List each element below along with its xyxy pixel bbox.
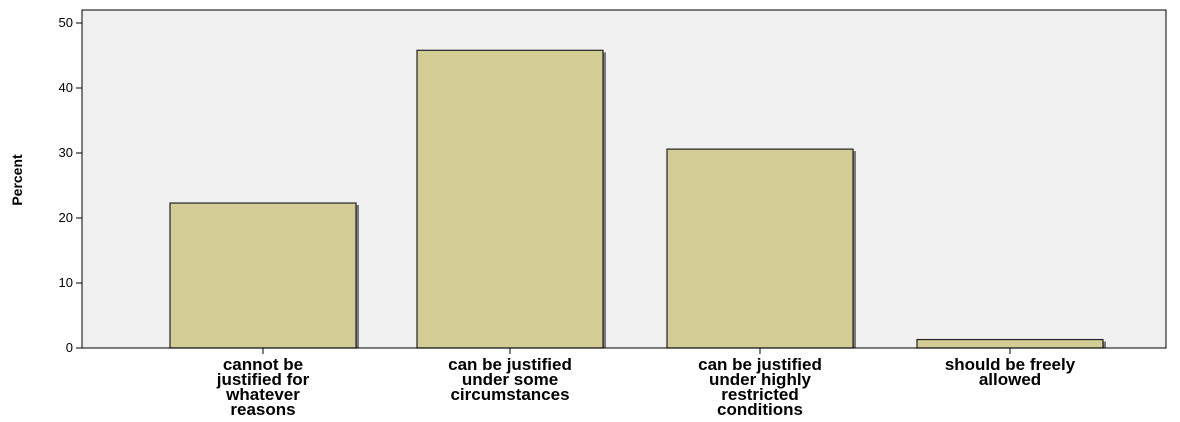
x-tick-label-line: can be justified — [698, 355, 822, 374]
y-tick-label: 20 — [59, 210, 73, 225]
bars — [169, 49, 1106, 349]
x-tick-label-line: should be freely — [945, 355, 1076, 374]
x-tick-label-line: justified for — [216, 370, 310, 389]
x-tick-label-line: restricted — [721, 385, 798, 404]
x-tick-label-line: conditions — [717, 400, 803, 419]
y-axis-title: Percent — [9, 154, 25, 206]
y-tick-label: 0 — [66, 340, 73, 355]
x-tick-label-line: allowed — [979, 370, 1041, 389]
bar — [916, 338, 1104, 349]
y-tick-label: 10 — [59, 275, 73, 290]
x-tick-label-line: whatever — [225, 385, 300, 404]
x-tick-label-line: reasons — [230, 400, 295, 419]
x-tick-label-line: circumstances — [450, 385, 569, 404]
y-tick-label: 30 — [59, 145, 73, 160]
x-tick-label-line: under highly — [709, 370, 812, 389]
x-tick-label-line: can be justified — [448, 355, 572, 374]
y-axis: 0 10 20 30 40 50 — [59, 10, 83, 355]
y-tick-label: 50 — [59, 15, 73, 30]
x-tick-label-line: under some — [462, 370, 558, 389]
x-axis: cannot be justified for whatever reasonscan… — [82, 347, 1166, 419]
x-tick-label: can be justified under highly restricted co… — [698, 355, 822, 419]
bar — [666, 148, 854, 349]
x-tick-label: should be freely allowed — [945, 355, 1076, 389]
x-tick-label-line: cannot be — [223, 355, 303, 374]
x-tick-label: can be justified under some circumstances — [448, 355, 572, 404]
y-tick-label: 40 — [59, 80, 73, 95]
bar — [169, 202, 357, 349]
x-tick-label: cannot be justified for whatever reasons — [216, 355, 310, 419]
bar — [416, 49, 604, 349]
